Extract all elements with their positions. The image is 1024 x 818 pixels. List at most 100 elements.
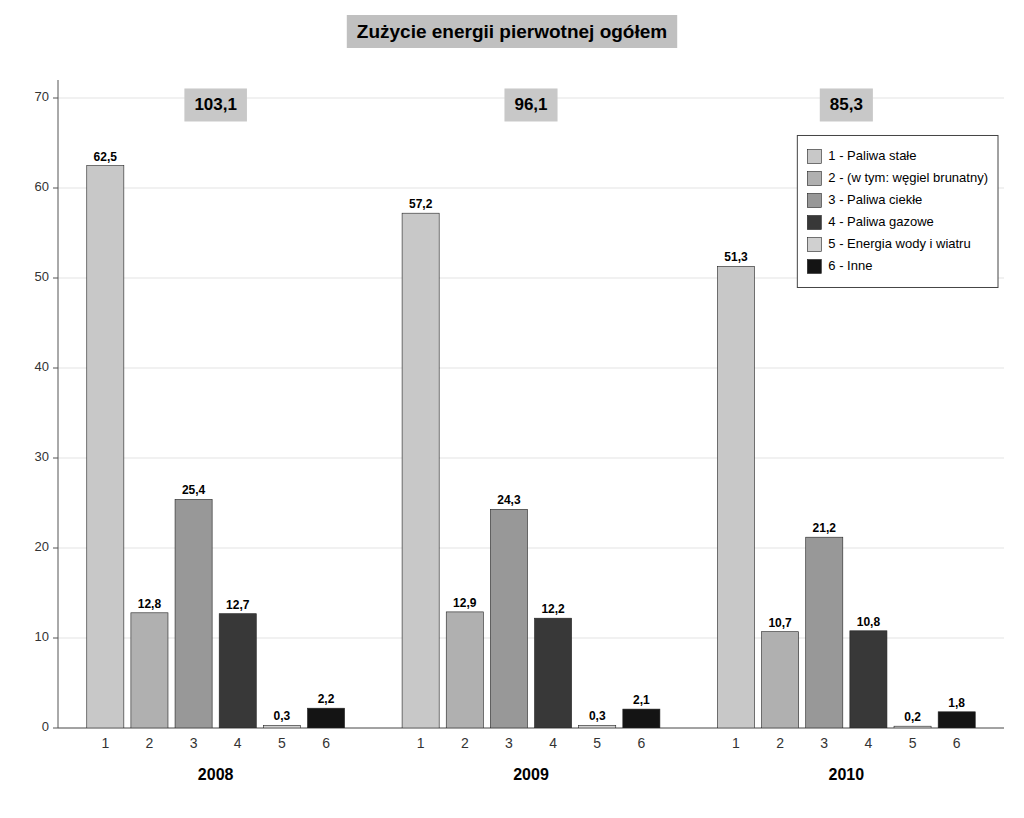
x-tick-label: 1 — [101, 735, 109, 751]
y-tick-label: 10 — [35, 629, 49, 644]
data-label: 2,1 — [633, 693, 650, 707]
legend-swatch — [807, 149, 821, 163]
title-box — [347, 15, 677, 48]
total-label: 85,3 — [830, 95, 863, 114]
data-label: 1,8 — [948, 696, 965, 710]
data-label: 21,2 — [813, 521, 837, 535]
y-tick — [53, 458, 58, 459]
data-label: 0,3 — [274, 709, 291, 723]
y-tick-label: 50 — [35, 269, 49, 284]
bar — [402, 213, 439, 728]
y-tick-label: 30 — [35, 449, 49, 464]
bar — [806, 537, 843, 728]
legend-swatch — [807, 171, 821, 185]
bar — [131, 613, 168, 728]
x-tick-label: 5 — [909, 735, 917, 751]
y-tick — [53, 188, 58, 189]
grid-line — [58, 368, 1004, 369]
y-tick-label: 70 — [35, 89, 49, 104]
bar — [717, 266, 754, 728]
data-label: 12,2 — [541, 602, 565, 616]
x-tick-label: 6 — [322, 735, 330, 751]
total-box — [504, 88, 557, 121]
x-tick-label: 1 — [417, 735, 425, 751]
data-label: 0,3 — [589, 709, 606, 723]
chart: Zużycie energii pierwotnej ogółem0102030… — [0, 0, 1024, 818]
y-tick-label: 60 — [35, 179, 49, 194]
y-tick-label: 0 — [42, 719, 49, 734]
data-label: 10,7 — [768, 616, 792, 630]
title: Zużycie energii pierwotnej ogółem — [357, 21, 667, 42]
bars — [87, 166, 975, 729]
data-label: 25,4 — [182, 483, 206, 497]
category-label: 2010 — [829, 766, 865, 783]
bar — [762, 632, 799, 728]
legend-label: 3 - Paliwa ciekłe — [828, 192, 922, 207]
x-tick-label: 2 — [461, 735, 469, 751]
grid-line — [58, 458, 1004, 459]
bar — [87, 166, 124, 729]
bar — [446, 612, 483, 728]
x-tick-label: 5 — [593, 735, 601, 751]
category-label: 2009 — [513, 766, 549, 783]
x-tick-label: 3 — [190, 735, 198, 751]
bar — [490, 509, 527, 728]
y-tick-label: 20 — [35, 539, 49, 554]
legend-label: 1 - Paliwa stałe — [828, 148, 916, 163]
x-tick-label: 4 — [234, 735, 242, 751]
legend-frame — [797, 135, 998, 287]
total-label: 103,1 — [194, 95, 237, 114]
x-tick-label: 4 — [865, 735, 873, 751]
title-group: Zużycie energii pierwotnej ogółem — [347, 15, 677, 48]
x-tick-label: 5 — [278, 735, 286, 751]
data-label: 0,2 — [904, 710, 921, 724]
data-label: 10,8 — [857, 615, 881, 629]
x-tick-label: 3 — [505, 735, 513, 751]
legend-swatch — [807, 237, 821, 251]
x-tick-label: 3 — [820, 735, 828, 751]
bar — [623, 709, 660, 728]
total-box — [184, 88, 247, 121]
bar — [263, 725, 300, 728]
y-axis-line — [58, 80, 59, 728]
bar — [579, 725, 616, 728]
bar — [175, 499, 212, 728]
legend-swatch — [807, 215, 821, 229]
legend-label: 2 - (w tym: węgiel brunatny) — [828, 170, 988, 185]
bar — [307, 708, 344, 728]
y-tick — [53, 638, 58, 639]
legend-label: 4 - Paliwa gazowe — [828, 214, 934, 229]
bar — [938, 712, 975, 728]
x-tick-label: 1 — [732, 735, 740, 751]
data-label: 57,2 — [409, 197, 433, 211]
data-label: 24,3 — [497, 493, 521, 507]
legend: 1 - Paliwa stałe 2 - (w tym: węgiel bruna… — [797, 135, 998, 287]
y-tick — [53, 548, 58, 549]
y-tick — [53, 368, 58, 369]
data-label: 12,7 — [226, 598, 250, 612]
legend-swatch — [807, 193, 821, 207]
x-tick-label: 6 — [953, 735, 961, 751]
x-tick-label: 6 — [637, 735, 645, 751]
total-label: 96,1 — [514, 95, 547, 114]
y-tick — [53, 728, 58, 729]
x-tick-label: 2 — [776, 735, 784, 751]
x-tick-label: 4 — [549, 735, 557, 751]
data-label: 2,2 — [318, 692, 335, 706]
data-label: 12,9 — [453, 596, 477, 610]
bar — [894, 726, 931, 728]
data-label: 62,5 — [94, 150, 118, 164]
legend-swatch — [807, 259, 821, 273]
totals: 103,1 96,1 85,3 — [184, 88, 872, 121]
category-label: 2008 — [198, 766, 234, 783]
data-label: 51,3 — [724, 250, 748, 264]
y-tick — [53, 98, 58, 99]
legend-label: 6 - Inne — [828, 258, 872, 273]
bar — [850, 631, 887, 728]
y-tick-label: 40 — [35, 359, 49, 374]
bar — [219, 614, 256, 728]
total-box — [820, 88, 873, 121]
y-tick — [53, 278, 58, 279]
y-axis: 0 10 20 30 40 50 60 70 — [35, 80, 1004, 734]
legend-label: 5 - Energia wody i wiatru — [828, 236, 970, 251]
